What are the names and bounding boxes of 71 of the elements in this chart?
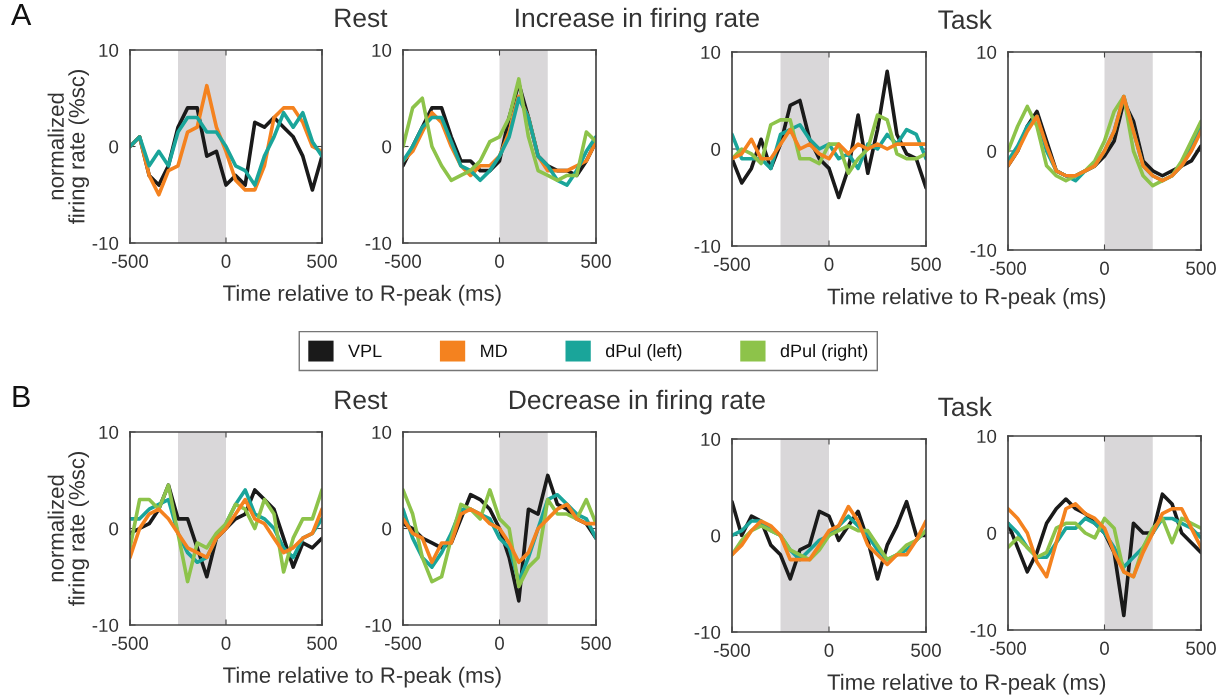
y-tick-label: 0 — [711, 142, 721, 156]
y-tick-label: 0 — [382, 522, 392, 536]
x-tick-label: 500 — [1186, 641, 1216, 655]
y-tick-label: 10 — [99, 43, 119, 57]
y-tick-label: 0 — [711, 529, 721, 543]
x-tick-label: 0 — [824, 257, 834, 271]
x-tick-label: -500 — [112, 636, 149, 650]
text: Increase in firing rate — [516, 7, 759, 33]
y-axis-title: normalized firing rate (%sc) — [47, 70, 90, 224]
y-tick-label: 0 — [109, 140, 119, 154]
y-tick-label: 0 — [109, 522, 119, 536]
line-series — [403, 502, 596, 565]
y-tick-label: 0 — [987, 144, 997, 158]
text: A — [11, 4, 32, 26]
x-tick-label: -500 — [112, 254, 149, 268]
line-series — [1008, 502, 1201, 579]
legend-label: dPul (right) — [780, 344, 868, 361]
y-tick-label: -10 — [970, 623, 997, 637]
y-tick-label: 10 — [99, 425, 119, 439]
x-tick-label: 0 — [221, 636, 231, 650]
x-tick-label: -500 — [385, 636, 422, 650]
y-tick-label: -10 — [92, 618, 119, 632]
x-tick-label: 0 — [1100, 641, 1109, 655]
y-tick-label: 0 — [382, 140, 392, 154]
line-series — [732, 127, 926, 161]
legend-label: MD — [481, 344, 507, 358]
x-tick-label: 500 — [911, 257, 941, 271]
y-tick-label: -10 — [694, 625, 721, 639]
chart-title: Rest — [335, 8, 388, 28]
x-tick-label: 0 — [221, 254, 231, 268]
text: Decrease in firing rate — [509, 389, 765, 415]
y-tick-label: 10 — [701, 45, 721, 59]
y-tick-label: -10 — [92, 236, 119, 250]
y-tick-label: -10 — [365, 618, 392, 632]
x-axis-title: Time relative to R-peak (ms) — [223, 666, 501, 688]
y-tick-label: 0 — [987, 526, 997, 540]
chart-title: Task — [938, 9, 992, 30]
x-axis-title: Time relative to R-peak (ms) — [827, 673, 1106, 695]
x-axis-title: Time relative to R-peak (ms) — [827, 288, 1106, 309]
y-tick-label: 10 — [372, 425, 392, 439]
x-tick-label: 0 — [824, 643, 834, 657]
chart-title: Task — [938, 396, 992, 417]
x-tick-label: 500 — [307, 636, 337, 650]
y-axis-title: normalized firing rate (%sc) — [47, 452, 90, 606]
legend-label: VPL — [348, 344, 382, 358]
x-tick-label: -500 — [714, 643, 751, 657]
x-tick-label: -500 — [990, 261, 1027, 275]
chart-title: Rest — [335, 390, 388, 410]
x-axis-title: Time relative to R-peak (ms) — [223, 284, 501, 306]
x-tick-label: 500 — [1186, 261, 1216, 275]
x-tick-label: 500 — [581, 636, 611, 650]
y-tick-label: 10 — [977, 429, 997, 443]
y-tick-label: -10 — [365, 236, 392, 250]
x-tick-label: 0 — [1100, 261, 1109, 275]
y-tick-label: -10 — [694, 239, 721, 253]
y-tick-label: -10 — [970, 243, 997, 257]
x-tick-label: -500 — [990, 641, 1027, 655]
x-tick-label: 0 — [495, 254, 504, 268]
x-tick-label: -500 — [714, 257, 751, 271]
text: B — [13, 386, 30, 408]
y-tick-label: 10 — [372, 43, 392, 57]
x-tick-label: 0 — [495, 636, 504, 650]
x-tick-label: 500 — [307, 254, 337, 268]
y-tick-label: 10 — [977, 45, 997, 59]
line-series — [732, 504, 926, 567]
y-tick-label: 10 — [701, 432, 721, 446]
legend-label: dPul (left) — [605, 344, 682, 361]
line-series — [130, 497, 322, 560]
x-tick-label: 500 — [581, 254, 611, 268]
x-tick-label: -500 — [385, 254, 422, 268]
x-tick-label: 500 — [911, 643, 941, 657]
